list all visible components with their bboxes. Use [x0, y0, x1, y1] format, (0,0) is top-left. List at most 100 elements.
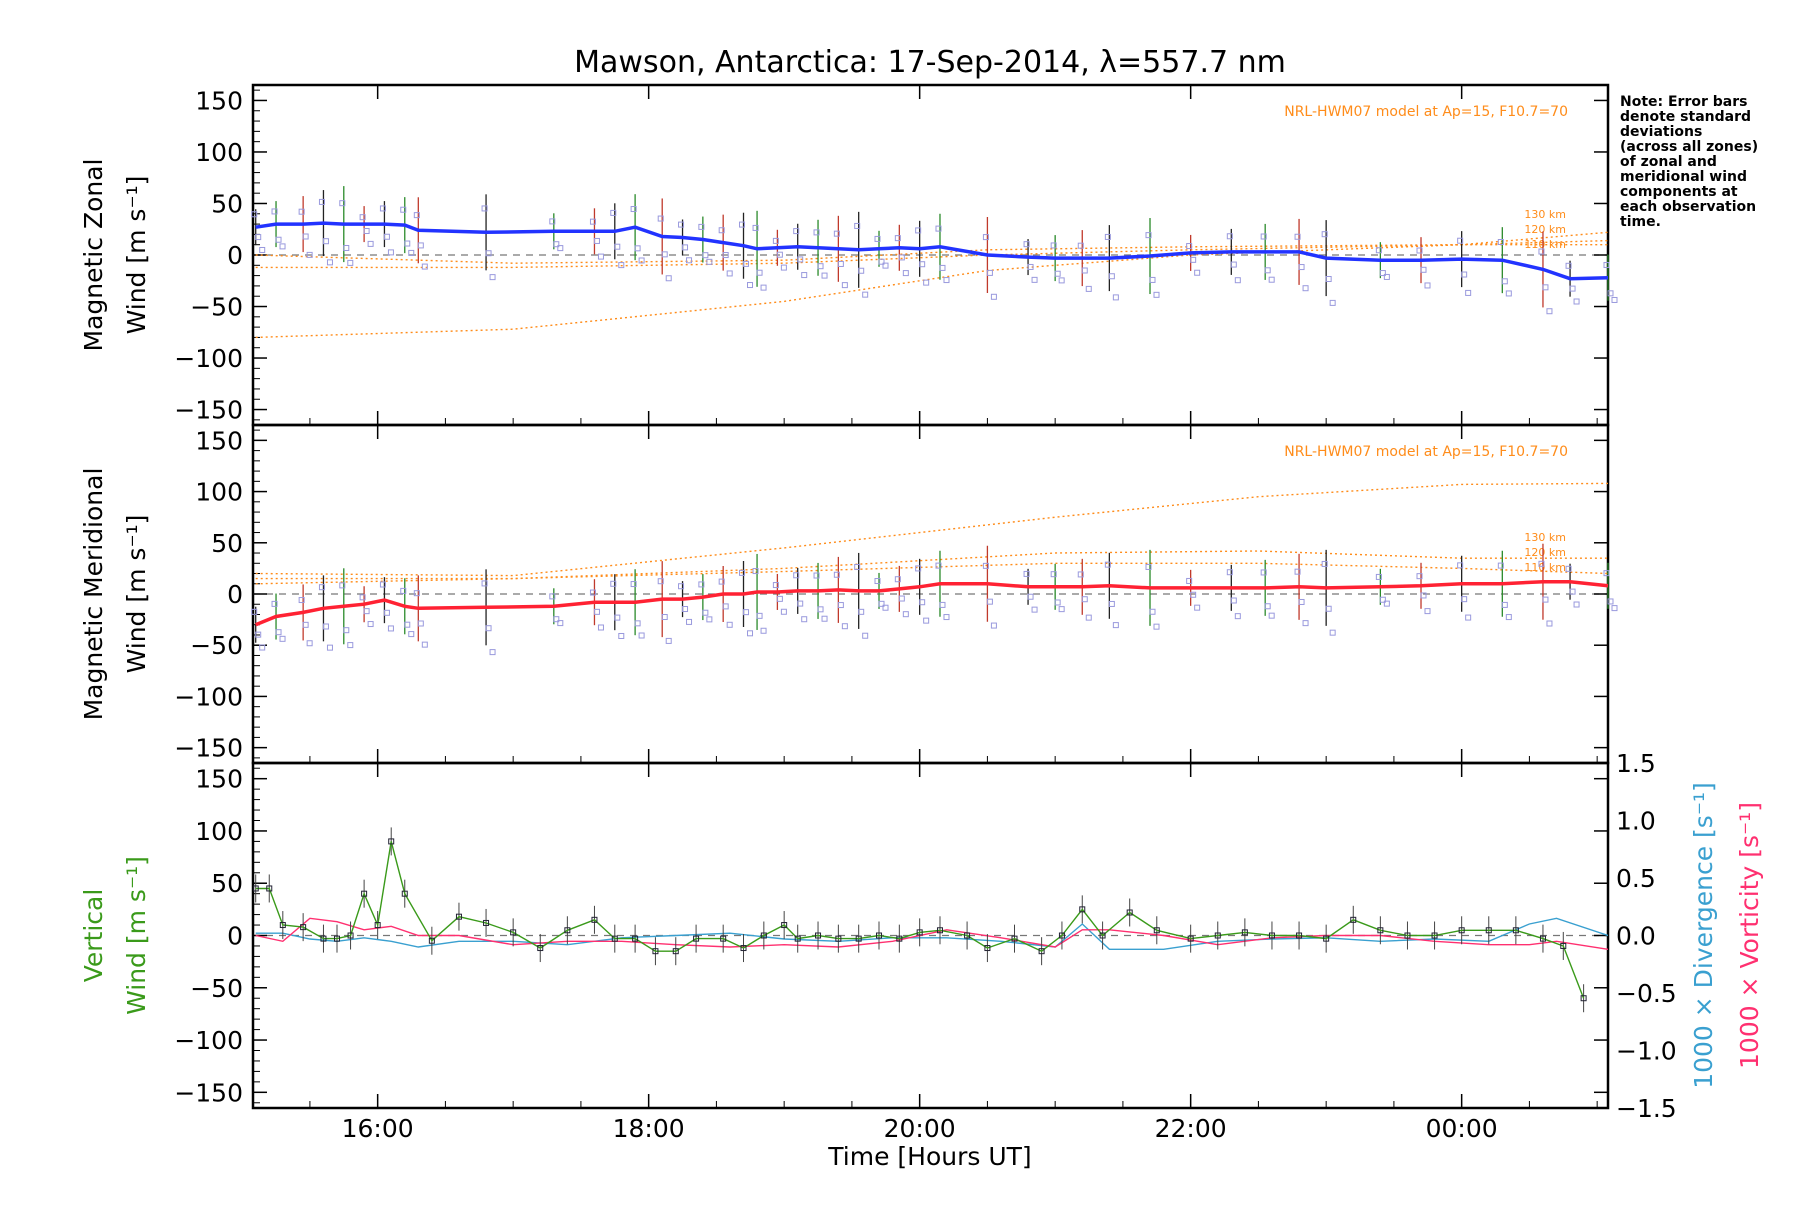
zone-point	[1194, 604, 1201, 611]
zone-point	[813, 572, 820, 579]
zone-point	[589, 218, 596, 225]
zone-point	[760, 284, 767, 291]
zone-point	[702, 252, 709, 259]
vertical-wind-point	[347, 932, 354, 939]
zone-point	[726, 621, 733, 628]
zone-point	[359, 594, 366, 601]
zone-point	[610, 209, 617, 216]
zone-point	[915, 227, 922, 234]
zone-point	[1538, 248, 1545, 255]
zone-point	[657, 215, 664, 222]
note-line: deviations	[1620, 124, 1702, 140]
zone-point	[1329, 299, 1336, 306]
zone-point	[718, 227, 725, 234]
zone-point	[882, 604, 889, 611]
zone-point	[935, 225, 942, 232]
zone-point	[841, 282, 848, 289]
y-tick-label: 0	[227, 922, 243, 951]
zone-point	[1027, 593, 1034, 600]
vertical-wind-point	[1350, 916, 1357, 923]
zone-point	[485, 625, 492, 632]
zone-point	[630, 581, 637, 588]
zone-point	[413, 212, 420, 219]
zone-point	[919, 599, 926, 606]
vertical-wind-point	[1431, 932, 1438, 939]
model-altitude-label: 130 km	[1524, 208, 1566, 221]
zone-point	[634, 620, 641, 627]
zone-point	[1565, 565, 1572, 572]
zone-point	[255, 234, 262, 241]
zone-point	[481, 580, 488, 587]
vertical-wind-point	[1241, 929, 1248, 936]
vertical-wind-point	[1377, 927, 1384, 934]
zone-point	[722, 252, 729, 259]
zone-point	[1226, 233, 1233, 240]
model-altitude-label: 130 km	[1524, 531, 1566, 544]
zone-point	[776, 251, 783, 258]
zone-point	[421, 641, 428, 648]
model-altitude-label: 110 km	[1524, 238, 1566, 251]
zone-point	[251, 211, 258, 218]
zone-point	[271, 208, 278, 215]
zone-point	[1607, 290, 1614, 297]
zone-point	[1420, 592, 1427, 599]
zone-point	[1085, 614, 1092, 621]
right-y-tick-label: −0.5	[1616, 979, 1677, 1008]
zone-point	[718, 578, 725, 585]
zone-point	[275, 629, 282, 636]
zone-point	[400, 206, 407, 213]
zone-point	[743, 260, 750, 267]
vertical-wind-point	[855, 935, 862, 942]
note-line: Note: Error bars	[1620, 94, 1747, 110]
vertical-wind-point	[611, 935, 618, 942]
zone-point	[1186, 243, 1193, 250]
y-tick-label: 150	[195, 86, 243, 115]
zone-point	[1077, 242, 1084, 249]
zone-point	[821, 272, 828, 279]
zone-point	[686, 618, 693, 625]
zone-point	[726, 270, 733, 277]
zone-point	[1264, 267, 1271, 274]
zone-point	[1375, 247, 1382, 254]
zone-point	[1603, 262, 1610, 269]
zone-point	[874, 235, 881, 242]
vertical-wind-point	[537, 945, 544, 952]
zone-point	[760, 627, 767, 634]
vertical-wind-point	[1404, 932, 1411, 939]
vertical-wind-point	[740, 945, 747, 952]
zone-point	[302, 621, 309, 628]
zone-point	[1538, 560, 1545, 567]
zone-point	[837, 260, 844, 267]
zone-point	[894, 235, 901, 242]
note-line: (across all zones)	[1620, 139, 1758, 155]
zone-point	[259, 644, 266, 651]
zone-point	[553, 241, 560, 248]
zone-point	[306, 640, 313, 647]
y-tick-label: 50	[211, 189, 243, 218]
zone-point	[943, 277, 950, 284]
zone-point	[739, 221, 746, 228]
model-curve	[255, 562, 1609, 585]
zone-point	[322, 623, 329, 630]
vertical-wind-point	[510, 929, 517, 936]
zone-point	[986, 269, 993, 276]
vertical-wind-point	[401, 890, 408, 897]
y-tick-label: 50	[211, 529, 243, 558]
zone-point	[919, 261, 926, 268]
zone-point	[363, 227, 370, 234]
vertical-wind-point	[652, 948, 659, 955]
zone-point	[1383, 600, 1390, 607]
zone-point	[1611, 296, 1618, 303]
zone-point	[1379, 596, 1386, 603]
vertical-wind-point	[1011, 935, 1018, 942]
zone-point	[1226, 569, 1233, 576]
zone-point	[1298, 598, 1305, 605]
note-line: time.	[1620, 214, 1661, 230]
zone-point	[318, 584, 325, 591]
zone-point	[404, 240, 411, 247]
zone-point	[752, 224, 759, 231]
zone-point	[833, 230, 840, 237]
zone-point	[1050, 571, 1057, 578]
zone-point	[1153, 291, 1160, 298]
zone-point	[359, 214, 366, 221]
